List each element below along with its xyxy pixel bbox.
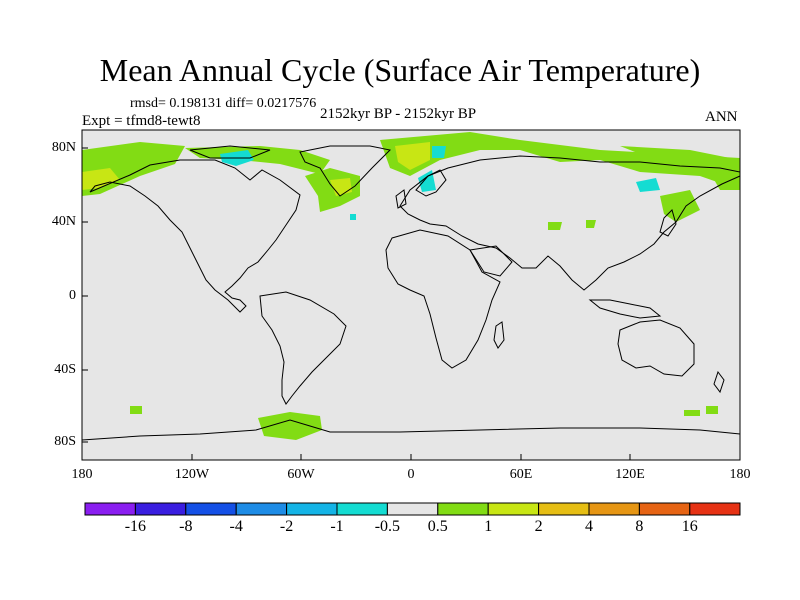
colorbar-label: -2: [279, 518, 294, 535]
coast-arctic-islands: [189, 145, 271, 159]
coast-north-america: [89, 159, 301, 313]
colorbar-label: -8: [179, 518, 193, 535]
experiment-label: Expt = tfmd8-tewt8: [82, 113, 201, 129]
colorbar-label: 2: [534, 518, 543, 535]
coast-new-zealand: [713, 370, 725, 394]
coast-australia: [617, 319, 695, 377]
colorbar-label: 16: [681, 518, 698, 535]
lon-label-180w: 180: [71, 467, 93, 482]
colorbar-box-1: [84, 502, 136, 516]
plot-title: Mean Annual Cycle (Surface Air Temperatu…: [99, 52, 701, 88]
coast-madagascar: [493, 321, 505, 349]
lat-label-80n: 80N: [51, 140, 76, 155]
lon-label-60w: 60W: [287, 467, 315, 482]
colorbar-box-2: [134, 502, 187, 516]
lon-label-120w: 120W: [174, 467, 210, 482]
lat-label-80s: 80S: [54, 434, 76, 449]
map-background: [82, 130, 740, 460]
lon-label-0: 0: [407, 467, 415, 482]
colorbar-label: 1: [484, 518, 493, 535]
lon-label-120e: 120E: [615, 467, 645, 482]
anomaly-patch-siberia-cyan: [636, 178, 660, 192]
colorbar-box-9: [487, 502, 540, 516]
lat-label-40s: 40S: [54, 362, 76, 377]
colorbar-box-5: [286, 502, 338, 516]
anomaly-patch-svalbard-cyan: [432, 146, 446, 158]
coast-uk: [395, 189, 407, 209]
colorbar-box-13: [689, 502, 741, 516]
anomaly-patch-kamchatka: [660, 190, 700, 222]
colorbar-label: 8: [635, 518, 644, 535]
colorbar-box-7: [386, 502, 439, 516]
colorbar-box-6: [336, 502, 388, 516]
anomaly-patch-asia-small: [548, 222, 562, 230]
anomaly-patch-arctic-east: [380, 132, 740, 190]
anomaly-patch-antarctic-peninsula: [258, 412, 322, 440]
coast-arabia: [469, 245, 513, 277]
axis-ticks: [81, 147, 741, 460]
lat-label-40n: 40N: [51, 214, 76, 229]
season-label: ANN: [705, 109, 738, 125]
coast-eurasia: [399, 155, 741, 291]
colorbar-label: -0.5: [374, 518, 401, 535]
colorbar-label: -1: [330, 518, 344, 535]
colorbar-box-8: [437, 502, 489, 516]
anomaly-patch-atlantic-cyan: [350, 214, 356, 220]
colorbar-label: 4: [585, 518, 593, 535]
coastlines: [81, 145, 741, 441]
anomaly-patch-scandinavia-cyan: [418, 170, 436, 192]
anomaly-patch-asia-small2: [586, 220, 596, 228]
coast-south-america: [259, 291, 347, 405]
coast-japan: [659, 209, 677, 237]
anomaly-patch-southern-ocean-2: [706, 406, 718, 414]
colorbar-box-10: [538, 502, 590, 516]
anomaly-patch-canada: [185, 146, 330, 174]
anomaly-patch-southern-ocean-1: [684, 410, 700, 416]
colorbar-label: -16: [124, 518, 147, 535]
colorbar-box-4: [235, 502, 288, 516]
coast-indonesia: [588, 299, 662, 319]
period-label: 2152kyr BP - 2152kyr BP: [320, 106, 477, 122]
anomaly-patch-alaska-yellow: [82, 168, 120, 190]
colorbar-box-11: [588, 502, 640, 516]
lon-label-60e: 60E: [509, 467, 533, 482]
colorbar-label: -4: [229, 518, 243, 535]
coast-greenland: [299, 145, 392, 197]
anomaly-patch-south-pacific: [130, 406, 142, 414]
colorbar: [84, 502, 741, 516]
anomaly-patch-nordic-yellow: [395, 142, 430, 170]
anomaly-patch-siberia: [620, 146, 740, 176]
colorbar-box-3: [185, 502, 237, 516]
coast-antarctica: [81, 419, 741, 441]
colorbar-box-12: [638, 502, 691, 516]
stats-label: rmsd= 0.198131 diff= 0.0217576: [130, 96, 317, 111]
coast-scandinavia: [415, 169, 447, 197]
lon-label-180e: 180: [729, 467, 751, 482]
colorbar-label: 0.5: [427, 518, 448, 535]
lat-label-0: 0: [69, 288, 76, 303]
